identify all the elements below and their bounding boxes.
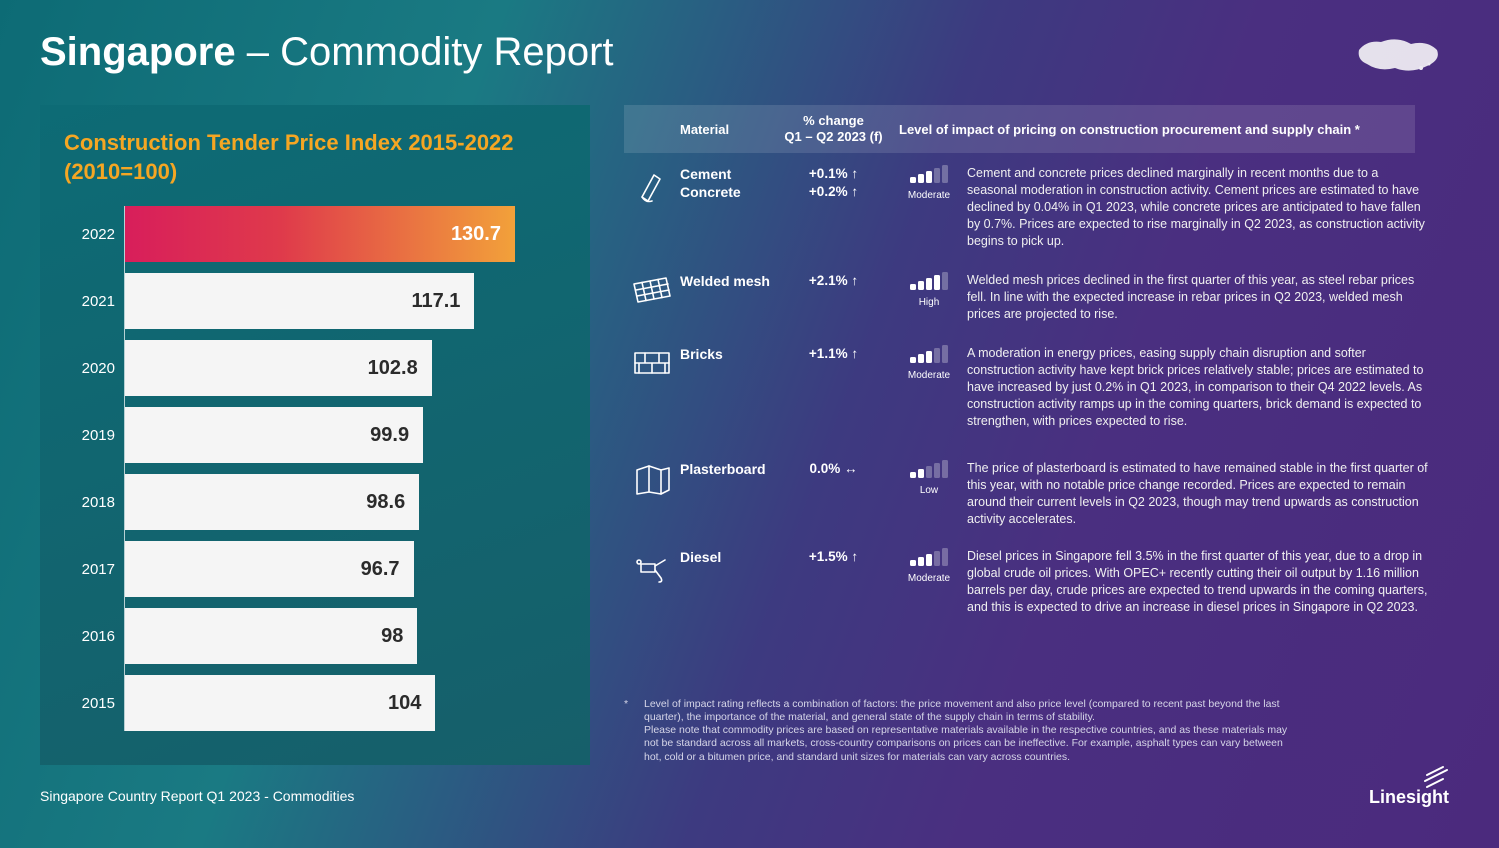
footnote-text: Level of impact rating reflects a combin… [644, 698, 1299, 764]
bar-row: 201999.9 [125, 407, 566, 463]
bar: 117.1 [125, 273, 474, 329]
svg-text:Linesight: Linesight [1369, 787, 1449, 807]
material-row: CementConcrete+0.1% ↑+0.2% ↑ModerateCeme… [624, 165, 1429, 249]
impact-label: Low [891, 485, 967, 496]
mesh-icon [624, 272, 680, 323]
th-material: Material [624, 122, 776, 137]
material-name: Plasterboard [680, 460, 776, 528]
bar: 98 [125, 608, 417, 664]
th-change: % change Q1 – Q2 2023 (f) [776, 113, 891, 144]
impact-label: Moderate [891, 190, 967, 201]
bar-row: 2022130.7 [125, 206, 566, 262]
bar: 102.8 [125, 340, 432, 396]
bar-year-label: 2015 [65, 695, 115, 712]
material-description: Cement and concrete prices declined marg… [967, 165, 1429, 249]
bar-year-label: 2018 [65, 494, 115, 511]
bar-row: 201698 [125, 608, 566, 664]
material-name: Bricks [680, 345, 776, 429]
title-bold: Singapore [40, 30, 236, 74]
impact-indicator: Moderate [891, 165, 967, 249]
material-description: A moderation in energy prices, easing su… [967, 345, 1429, 429]
material-description: The price of plasterboard is estimated t… [967, 460, 1429, 528]
page-title: Singapore – Commodity Report [40, 30, 614, 75]
percent-change: +1.5% ↑ [776, 548, 891, 616]
chart-title: Construction Tender Price Index 2015-202… [64, 129, 566, 186]
footnote-star: * [624, 698, 644, 764]
impact-indicator: Moderate [891, 548, 967, 616]
percent-change: +0.1% ↑+0.2% ↑ [776, 165, 891, 249]
bar-year-label: 2019 [65, 427, 115, 444]
material-row: Diesel+1.5% ↑ModerateDiesel prices in Si… [624, 548, 1429, 616]
cement-icon [624, 165, 680, 249]
bar: 99.9 [125, 407, 423, 463]
impact-indicator: High [891, 272, 967, 323]
bar-year-label: 2016 [65, 628, 115, 645]
material-name: Diesel [680, 548, 776, 616]
bar-chart: 2022130.7 2021117.1 2020102.8 201999.9 20189… [124, 206, 566, 731]
impact-label: Moderate [891, 370, 967, 381]
percent-change: 0.0% ↔ [776, 460, 891, 528]
material-description: Diesel prices in Singapore fell 3.5% in … [967, 548, 1429, 616]
bar-row: 2015104 [125, 675, 566, 731]
bar: 130.7 [125, 206, 515, 262]
bar-year-label: 2020 [65, 360, 115, 377]
impact-indicator: Low [891, 460, 967, 528]
materials-table-header: Material % change Q1 – Q2 2023 (f) Level… [624, 105, 1415, 153]
material-name: CementConcrete [680, 165, 776, 249]
impact-label: Moderate [891, 573, 967, 584]
bar-row: 201898.6 [125, 474, 566, 530]
percent-change: +2.1% ↑ [776, 272, 891, 323]
impact-indicator: Moderate [891, 345, 967, 429]
bar-row: 2020102.8 [125, 340, 566, 396]
material-name: Welded mesh [680, 272, 776, 323]
bar-row: 2021117.1 [125, 273, 566, 329]
th-impact: Level of impact of pricing on constructi… [891, 122, 1415, 137]
footnote: * Level of impact rating reflects a comb… [624, 698, 1299, 764]
chart-panel: Construction Tender Price Index 2015-202… [40, 105, 590, 765]
bricks-icon [624, 345, 680, 429]
singapore-map-icon [1349, 22, 1449, 87]
bar-year-label: 2021 [65, 293, 115, 310]
bar: 98.6 [125, 474, 419, 530]
material-description: Welded mesh prices declined in the first… [967, 272, 1429, 323]
material-row: Bricks+1.1% ↑ModerateA moderation in ene… [624, 345, 1429, 429]
bar-year-label: 2022 [65, 226, 115, 243]
material-row: Welded mesh+2.1% ↑HighWelded mesh prices… [624, 272, 1429, 323]
impact-label: High [891, 297, 967, 308]
diesel-icon [624, 548, 680, 616]
footer-report-name: Singapore Country Report Q1 2023 - Commo… [40, 788, 354, 804]
bar: 96.7 [125, 541, 414, 597]
linesight-logo: Linesight [1341, 761, 1451, 812]
plasterboard-icon [624, 460, 680, 528]
bar-year-label: 2017 [65, 561, 115, 578]
bar: 104 [125, 675, 435, 731]
material-row: Plasterboard0.0% ↔LowThe price of plaste… [624, 460, 1429, 528]
title-rest: – Commodity Report [236, 30, 614, 74]
bar-row: 201796.7 [125, 541, 566, 597]
percent-change: +1.1% ↑ [776, 345, 891, 429]
